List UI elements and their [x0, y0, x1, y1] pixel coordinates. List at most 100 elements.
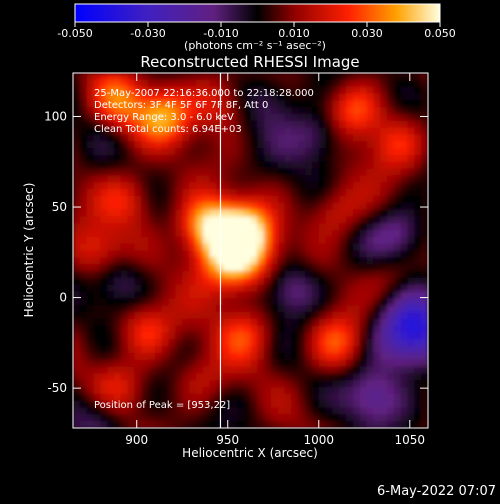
- heatmap-cell: [414, 298, 422, 306]
- heatmap-cell: [325, 230, 334, 238]
- heatmap-cell: [352, 161, 361, 170]
- heatmap-cell: [141, 311, 149, 320]
- heatmap-cell: [380, 352, 388, 361]
- heatmap-cell: [223, 236, 231, 245]
- heatmap-cell: [264, 346, 272, 354]
- heatmap-cell: [134, 216, 142, 224]
- heatmap-cell: [127, 202, 136, 211]
- heatmap-cell: [277, 393, 286, 402]
- heatmap-cell: [243, 380, 252, 388]
- heatmap-cell: [134, 209, 142, 217]
- heatmap-cell: [277, 154, 286, 163]
- heatmap-cell: [134, 189, 142, 197]
- heatmap-cell: [264, 387, 272, 395]
- heatmap-cell: [161, 100, 170, 108]
- heatmap-cell: [270, 284, 279, 293]
- heatmap-cell: [325, 305, 334, 313]
- heatmap-cell: [380, 380, 388, 388]
- heatmap-cell: [113, 189, 122, 197]
- y-tick-label: 50: [52, 200, 67, 214]
- heatmap-cell: [325, 113, 334, 122]
- heatmap-cell: [407, 380, 415, 388]
- heatmap-cell: [93, 100, 101, 108]
- heatmap-cell: [79, 380, 88, 388]
- heatmap-cell: [86, 352, 95, 361]
- heatmap-cell: [359, 154, 368, 163]
- heatmap-cell: [100, 154, 108, 163]
- heatmap-cell: [175, 284, 183, 293]
- heatmap-cell: [359, 202, 368, 211]
- heatmap-cell: [257, 182, 265, 190]
- heatmap-cell: [284, 346, 293, 354]
- heatmap-cell: [305, 107, 313, 115]
- heatmap-cell: [332, 120, 340, 129]
- heatmap-cell: [127, 93, 136, 101]
- heatmap-cell: [120, 380, 129, 388]
- heatmap-cell: [291, 189, 299, 197]
- heatmap-cell: [318, 359, 327, 368]
- heatmap-cell: [107, 250, 115, 258]
- heatmap-cell: [134, 257, 142, 265]
- heatmap-cell: [154, 380, 163, 388]
- heatmap-cell: [107, 311, 115, 320]
- heatmap-cell: [195, 107, 204, 115]
- heatmap-cell: [141, 141, 149, 149]
- heatmap-cell: [148, 202, 156, 211]
- heatmap-cell: [339, 250, 347, 258]
- heatmap-cell: [100, 250, 108, 258]
- heatmap-cell: [189, 373, 197, 381]
- heatmap-cell: [318, 284, 327, 293]
- heatmap-cell: [380, 195, 388, 204]
- heatmap-cell: [86, 175, 95, 183]
- heatmap-cell: [339, 93, 347, 101]
- heatmap-cell: [291, 113, 299, 122]
- heatmap-cell: [209, 421, 217, 428]
- heatmap-cell: [134, 243, 142, 252]
- heatmap-cell: [243, 325, 252, 334]
- heatmap-cell: [359, 387, 368, 395]
- heatmap-cell: [407, 325, 415, 334]
- heatmap-cell: [400, 257, 409, 265]
- heatmap-cell: [407, 243, 415, 252]
- heatmap-cell: [257, 298, 265, 306]
- heatmap-cell: [175, 359, 183, 368]
- heatmap-cell: [148, 332, 156, 340]
- heatmap-cell: [421, 359, 428, 368]
- heatmap-cell: [270, 291, 279, 299]
- heatmap-cell: [270, 400, 279, 409]
- heatmap-cell: [284, 414, 293, 422]
- heatmap-cell: [311, 277, 320, 286]
- heatmap-cell: [209, 202, 217, 211]
- heatmap-cell: [264, 209, 272, 217]
- heatmap-cell: [332, 79, 340, 88]
- heatmap-cell: [339, 202, 347, 211]
- x-tick-label: 1000: [303, 433, 334, 447]
- heatmap-cell: [127, 148, 136, 156]
- heatmap-cell: [127, 277, 136, 286]
- heatmap-cell: [346, 120, 354, 129]
- heatmap-cell: [223, 230, 231, 238]
- heatmap-cell: [148, 305, 156, 313]
- heatmap-cell: [100, 113, 108, 122]
- heatmap-cell: [182, 86, 190, 95]
- heatmap-cell: [305, 100, 313, 108]
- heatmap-cell: [182, 325, 190, 334]
- heatmap-cell: [373, 73, 381, 81]
- heatmap-cell: [175, 73, 183, 81]
- heatmap-cell: [332, 161, 340, 170]
- heatmap-cell: [175, 421, 183, 428]
- heatmap-cell: [86, 400, 95, 409]
- heatmap-cell: [175, 352, 183, 361]
- heatmap-cell: [195, 270, 204, 279]
- heatmap-cell: [148, 250, 156, 258]
- heatmap-cell: [189, 73, 197, 81]
- heatmap-cell: [127, 175, 136, 183]
- heatmap-cell: [93, 127, 101, 136]
- heatmap-cell: [141, 120, 149, 129]
- heatmap-cell: [393, 86, 402, 95]
- heatmap-cell: [79, 86, 88, 95]
- heatmap-cell: [182, 291, 190, 299]
- heatmap-cell: [127, 298, 136, 306]
- heatmap-cell: [250, 346, 258, 354]
- heatmap-cell: [223, 120, 231, 129]
